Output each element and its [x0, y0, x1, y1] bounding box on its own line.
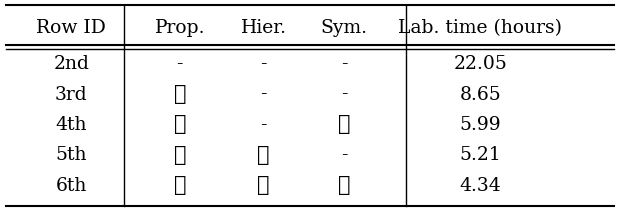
Text: -: - — [260, 116, 267, 134]
Text: 8.65: 8.65 — [459, 85, 502, 104]
Text: 5.21: 5.21 — [459, 146, 502, 164]
Text: ✓: ✓ — [338, 116, 350, 134]
Text: 4th: 4th — [56, 116, 87, 134]
Text: -: - — [260, 55, 267, 73]
Text: ✓: ✓ — [174, 176, 186, 195]
Text: ✓: ✓ — [257, 146, 270, 165]
Text: 2nd: 2nd — [53, 55, 89, 73]
Text: -: - — [341, 85, 347, 104]
Text: Hier.: Hier. — [241, 19, 286, 37]
Text: -: - — [260, 85, 267, 104]
Text: Sym.: Sym. — [321, 19, 368, 37]
Text: ✓: ✓ — [174, 116, 186, 134]
Text: Row ID: Row ID — [37, 19, 106, 37]
Text: 22.05: 22.05 — [454, 55, 507, 73]
Text: -: - — [177, 55, 183, 73]
Text: -: - — [341, 55, 347, 73]
Text: 6th: 6th — [56, 177, 87, 195]
Text: ✓: ✓ — [174, 146, 186, 165]
Text: Lab. time (hours): Lab. time (hours) — [399, 19, 562, 37]
Text: ✓: ✓ — [257, 176, 270, 195]
Text: 4.34: 4.34 — [459, 177, 502, 195]
Text: -: - — [341, 146, 347, 164]
Text: 5.99: 5.99 — [459, 116, 502, 134]
Text: ✓: ✓ — [338, 176, 350, 195]
Text: 3rd: 3rd — [55, 85, 87, 104]
Text: ✓: ✓ — [174, 85, 186, 104]
Text: Prop.: Prop. — [154, 19, 205, 37]
Text: 5th: 5th — [56, 146, 87, 164]
